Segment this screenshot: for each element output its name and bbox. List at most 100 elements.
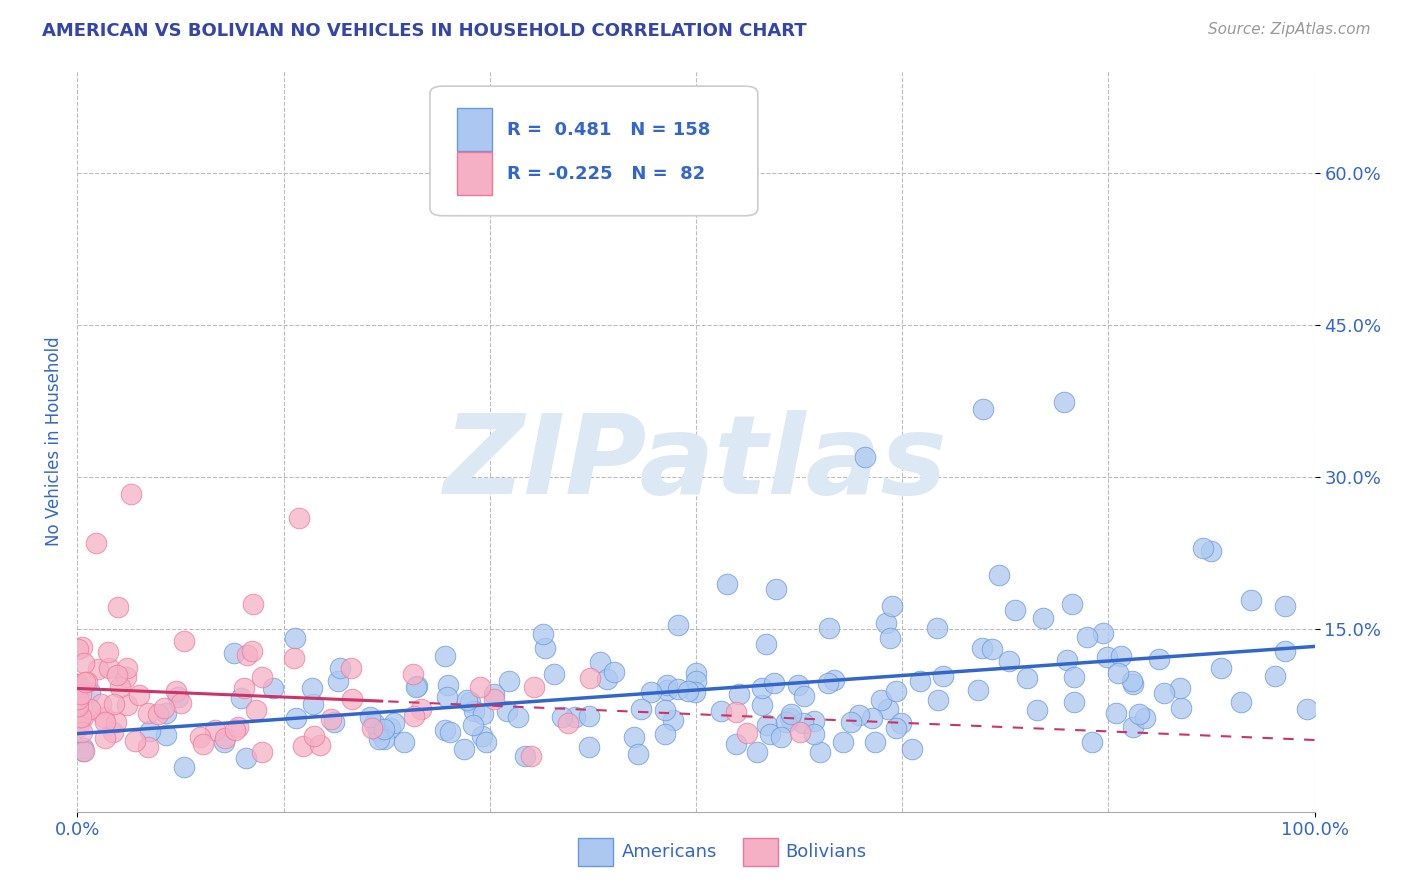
Point [1063, 670, 1085, 684]
Point [1062, 597, 1084, 611]
Point [557, 715, 579, 730]
Point [789, 724, 811, 739]
Point [578, 709, 600, 723]
Point [884, 721, 907, 735]
Point [72, 640, 94, 655]
Point [755, 637, 778, 651]
Point [79, 702, 101, 716]
Point [224, 647, 246, 661]
Point [67, 698, 90, 713]
Point [655, 683, 678, 698]
Point [1076, 630, 1098, 644]
Point [153, 701, 176, 715]
Point [204, 723, 226, 738]
Point [506, 710, 529, 724]
Point [108, 680, 131, 694]
Point [70, 710, 93, 724]
Point [779, 711, 801, 725]
Point [170, 696, 193, 710]
Point [1153, 686, 1175, 700]
Point [808, 745, 831, 759]
Point [94, 731, 117, 745]
Point [578, 671, 600, 685]
Point [533, 640, 555, 655]
Point [654, 704, 676, 718]
Point [997, 654, 1019, 668]
Point [879, 631, 901, 645]
Point [758, 727, 780, 741]
Point [360, 721, 382, 735]
Point [292, 739, 315, 754]
Point [115, 661, 138, 675]
Point [224, 723, 246, 737]
Point [666, 618, 689, 632]
Point [107, 599, 129, 614]
Point [1192, 541, 1215, 555]
Point [531, 627, 554, 641]
Point [927, 693, 949, 707]
Point [66, 692, 89, 706]
Point [1296, 702, 1319, 716]
Point [1056, 653, 1078, 667]
Point [1095, 649, 1118, 664]
Point [498, 673, 520, 688]
Point [93, 709, 115, 723]
Point [97, 661, 120, 675]
Point [138, 739, 160, 754]
Point [1105, 706, 1128, 720]
Point [240, 644, 263, 658]
Point [73, 656, 96, 670]
Point [900, 742, 922, 756]
Point [120, 486, 142, 500]
Point [72, 744, 94, 758]
Point [792, 716, 814, 731]
Point [67, 680, 90, 694]
Point [630, 701, 652, 715]
Point [66, 676, 89, 690]
Point [368, 731, 391, 746]
Point [232, 681, 254, 695]
Point [1264, 668, 1286, 682]
Point [484, 687, 506, 701]
Text: Bolivians: Bolivians [785, 843, 866, 861]
Point [779, 706, 801, 721]
Point [328, 674, 350, 689]
Point [155, 728, 177, 742]
Point [1004, 603, 1026, 617]
Point [231, 691, 253, 706]
Point [1032, 611, 1054, 625]
Point [543, 666, 565, 681]
Point [212, 735, 235, 749]
Point [765, 582, 787, 596]
Point [226, 720, 249, 734]
Point [756, 717, 779, 731]
Point [728, 687, 751, 701]
Point [932, 669, 955, 683]
Point [925, 621, 948, 635]
Point [496, 704, 519, 718]
Point [890, 716, 912, 731]
Point [67, 710, 90, 724]
Point [75, 674, 97, 689]
Point [342, 692, 364, 706]
Point [747, 745, 769, 759]
Point [603, 665, 626, 680]
Point [284, 711, 307, 725]
Point [786, 678, 808, 692]
Point [458, 695, 481, 709]
Bar [457, 152, 492, 195]
Point [818, 621, 841, 635]
Point [627, 747, 650, 761]
Point [165, 683, 187, 698]
Point [103, 697, 125, 711]
Point [972, 640, 994, 655]
Point [434, 723, 457, 738]
Point [1081, 735, 1104, 749]
Point [73, 744, 96, 758]
Point [117, 698, 139, 712]
Point [128, 688, 150, 702]
Point [402, 708, 425, 723]
Point [214, 731, 236, 745]
Point [640, 685, 662, 699]
Text: AMERICAN VS BOLIVIAN NO VEHICLES IN HOUSEHOLD CORRELATION CHART: AMERICAN VS BOLIVIAN NO VEHICLES IN HOUS… [42, 22, 807, 40]
